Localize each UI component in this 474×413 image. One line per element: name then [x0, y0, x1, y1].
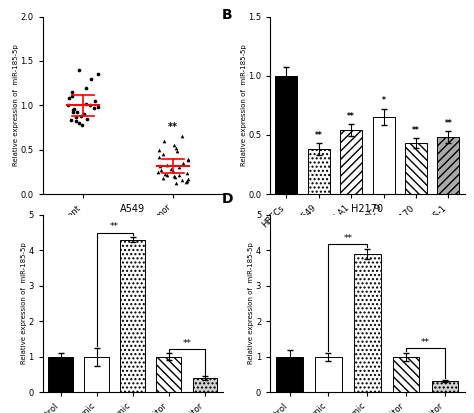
Text: **: **	[412, 126, 420, 135]
Bar	[315, 357, 342, 392]
Point	[82, 100, 90, 107]
Y-axis label: Relative expression of  miR-185-5p: Relative expression of miR-185-5p	[248, 243, 255, 364]
Point	[80, 111, 88, 117]
Bar	[192, 378, 217, 392]
Point	[69, 108, 77, 115]
Y-axis label: Relative expression of  miR-185-5p: Relative expression of miR-185-5p	[13, 45, 19, 166]
Text: D: D	[221, 192, 233, 206]
Text: **: **	[421, 338, 430, 347]
Point	[184, 157, 192, 164]
Text: *: *	[382, 96, 385, 105]
Bar	[354, 254, 381, 392]
Text: **: **	[110, 222, 119, 231]
Point	[90, 104, 98, 111]
Text: B: B	[221, 8, 232, 21]
Bar	[276, 357, 303, 392]
Point	[159, 175, 167, 181]
Bar	[48, 357, 73, 392]
Point	[167, 166, 175, 173]
Point	[173, 148, 181, 155]
Point	[65, 95, 73, 102]
Point	[73, 118, 80, 125]
Point	[155, 146, 162, 153]
Point	[68, 89, 76, 95]
Point	[170, 173, 178, 180]
Point	[184, 178, 191, 184]
Point	[95, 104, 102, 110]
Point	[155, 169, 162, 175]
Point	[78, 121, 85, 128]
Point	[163, 161, 171, 168]
Point	[171, 174, 179, 180]
Point	[178, 177, 186, 183]
Bar	[120, 240, 145, 392]
Bar	[156, 357, 181, 392]
Point	[173, 145, 180, 151]
Point	[185, 176, 192, 182]
Point	[83, 115, 91, 122]
Point	[73, 109, 81, 116]
Point	[159, 151, 166, 157]
Point	[75, 120, 82, 126]
Point	[170, 142, 177, 149]
Y-axis label: Relative expression of  miR-185-5p: Relative expression of miR-185-5p	[21, 243, 27, 364]
Point	[169, 168, 177, 174]
Text: **: **	[347, 112, 355, 121]
Point	[184, 155, 191, 162]
Point	[68, 117, 75, 124]
Title: H2170: H2170	[351, 204, 383, 214]
Bar	[84, 357, 109, 392]
Bar	[308, 149, 330, 194]
Bar	[393, 357, 419, 392]
Point	[173, 180, 180, 187]
Point	[86, 102, 94, 109]
Point	[179, 133, 186, 140]
Point	[175, 171, 182, 178]
Title: A549: A549	[120, 204, 146, 214]
Bar	[405, 143, 427, 194]
Bar	[373, 117, 394, 194]
Point	[87, 75, 94, 82]
Text: **: **	[445, 119, 452, 128]
Point	[157, 167, 165, 173]
Point	[82, 84, 90, 91]
Bar	[438, 137, 459, 194]
Point	[164, 172, 171, 179]
Bar	[432, 381, 458, 392]
Point	[162, 171, 169, 177]
Text: **: **	[315, 131, 323, 140]
Point	[155, 154, 163, 160]
Point	[73, 114, 80, 120]
Bar	[275, 76, 297, 194]
Point	[180, 160, 187, 166]
Point	[182, 178, 190, 185]
Y-axis label: Relative expression of  miR-185-5p: Relative expression of miR-185-5p	[241, 45, 246, 166]
Point	[175, 164, 183, 171]
Bar	[340, 130, 362, 194]
Point	[68, 93, 76, 100]
Point	[94, 71, 101, 78]
Point	[77, 113, 85, 119]
Text: **: **	[182, 339, 191, 348]
Point	[160, 138, 167, 144]
Point	[64, 102, 72, 109]
Point	[91, 97, 99, 104]
Point	[75, 66, 83, 73]
Point	[70, 106, 78, 112]
Point	[182, 169, 190, 176]
Point	[156, 162, 164, 169]
Text: **: **	[344, 234, 352, 243]
Text: **: **	[168, 122, 178, 132]
Point	[69, 107, 77, 113]
